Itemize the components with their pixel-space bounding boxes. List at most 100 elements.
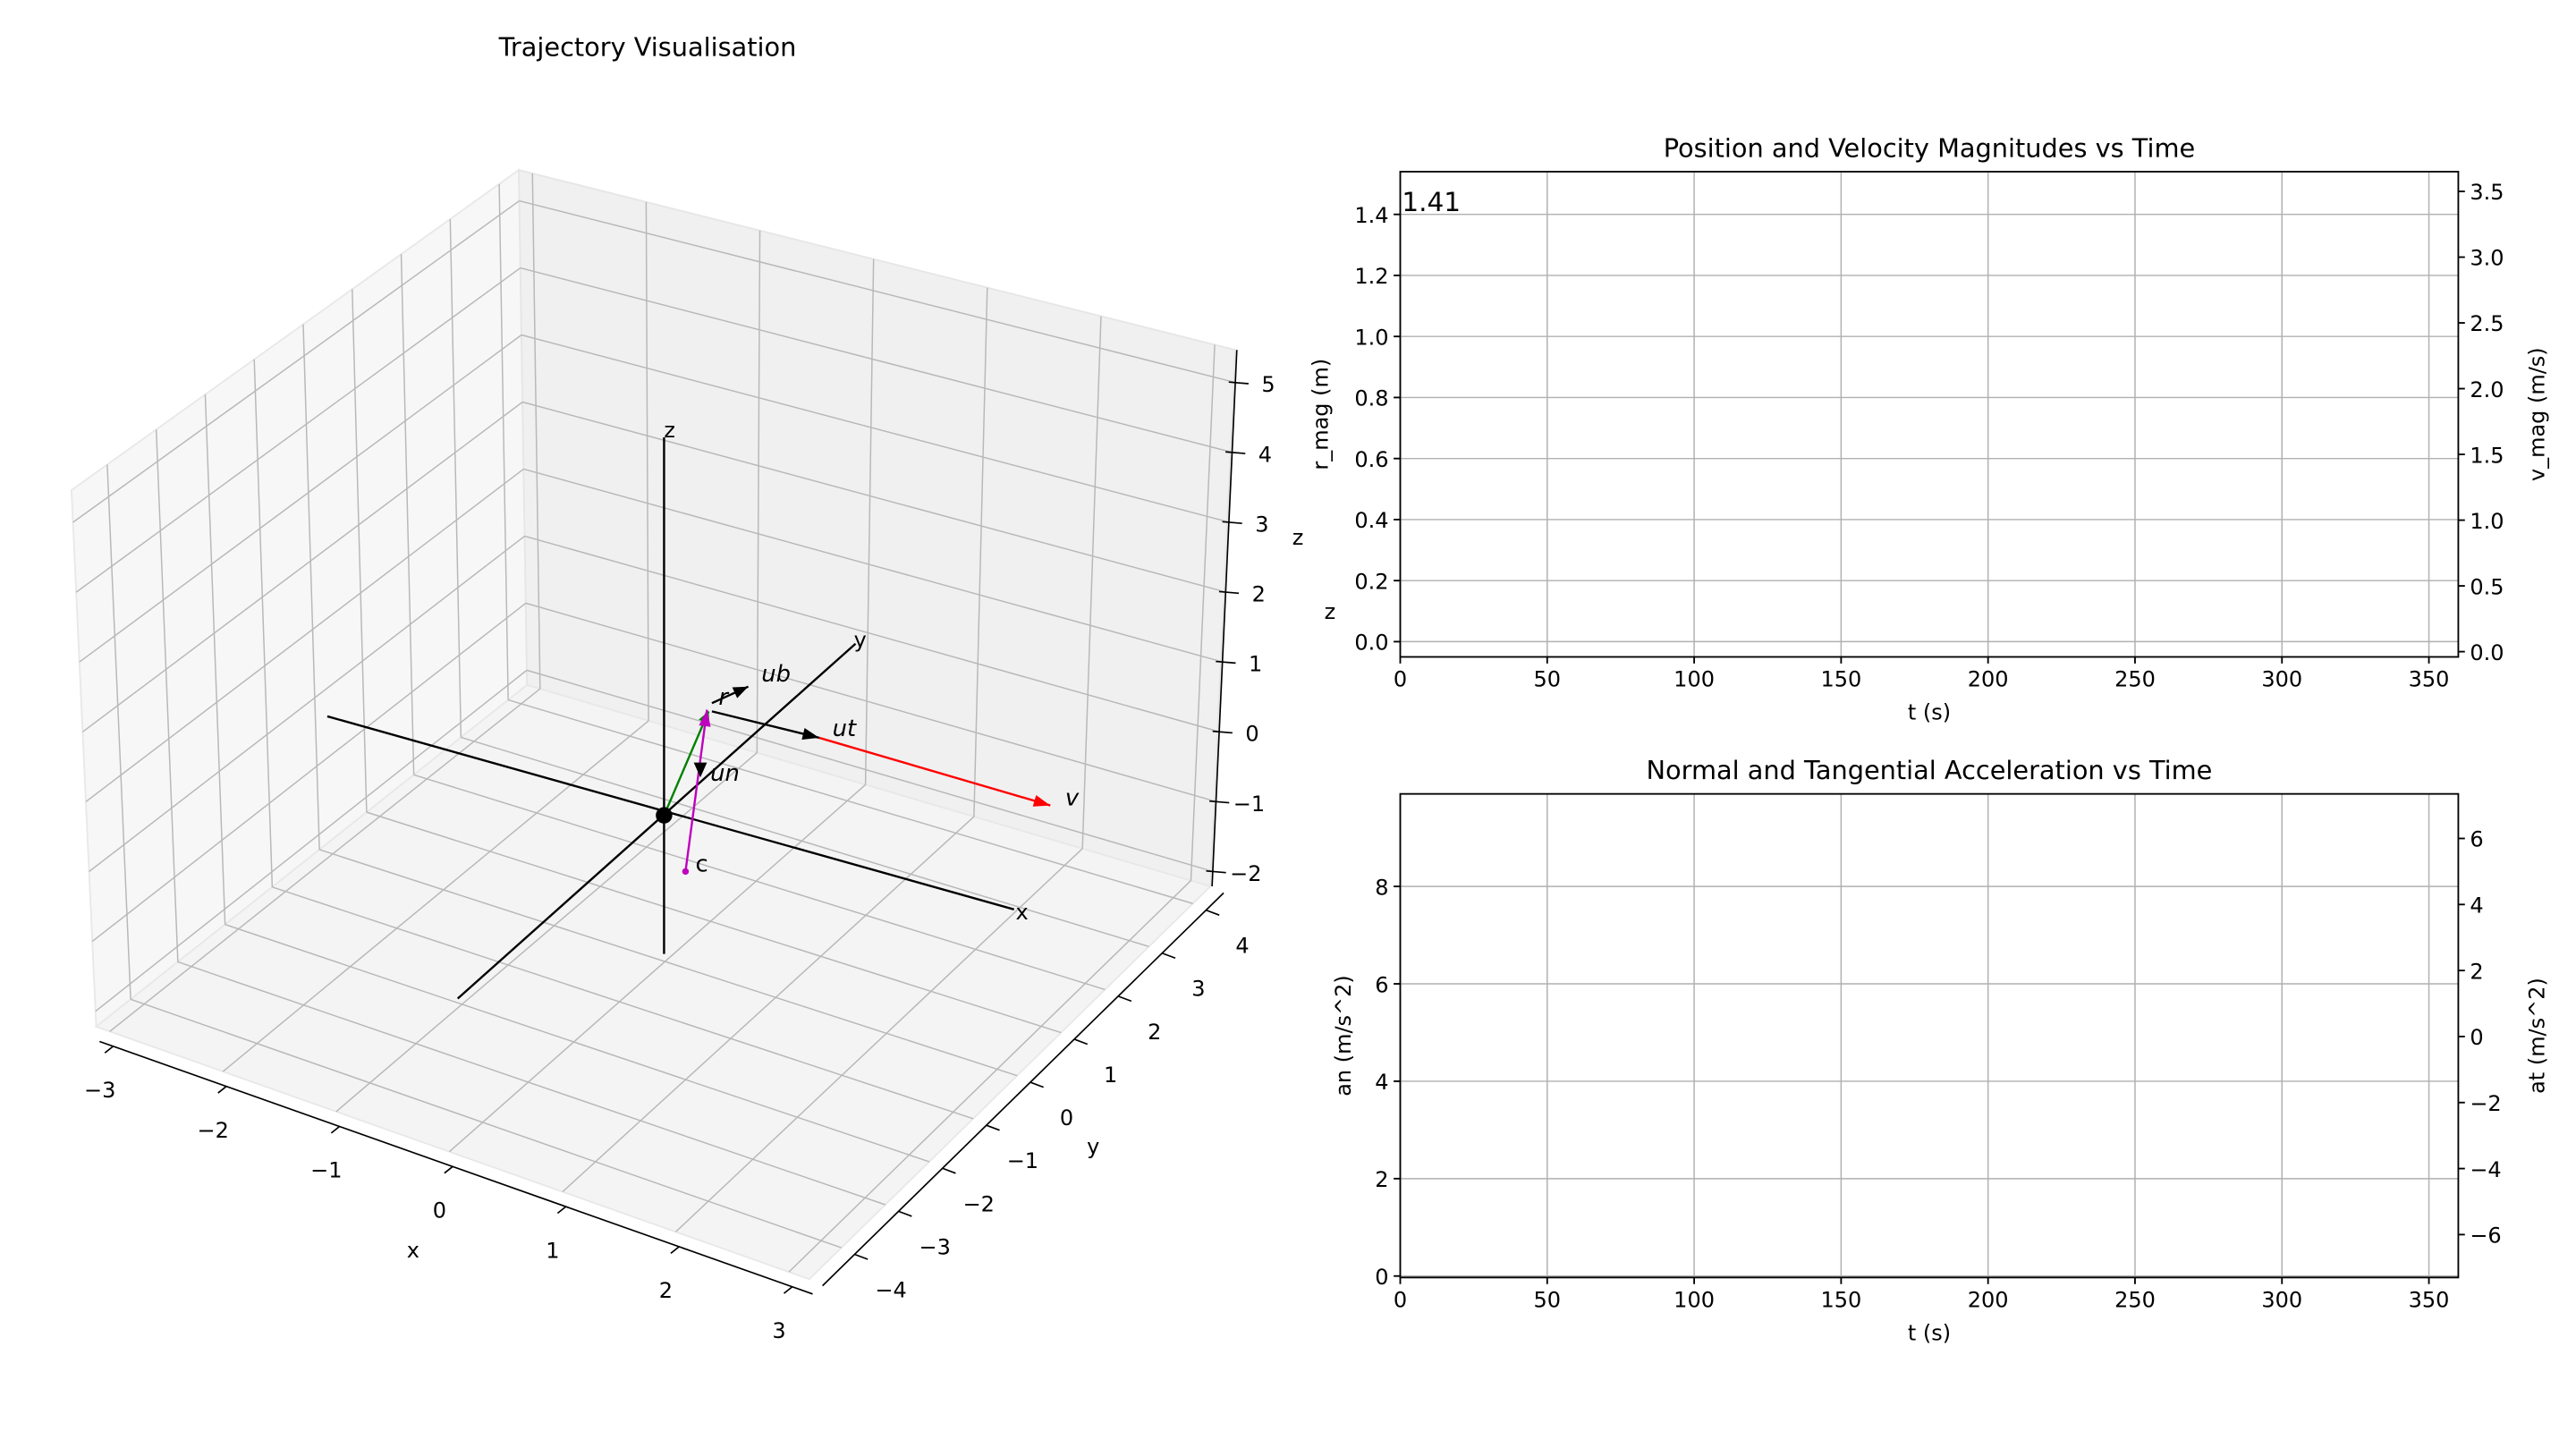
v-label: v [1065,785,1080,812]
y-tick-label: 3 [1191,977,1205,1002]
ref-x-label: x [1016,900,1029,925]
x-tick-label: 350 [2409,1288,2450,1313]
y2-tick-label: 1.0 [2470,509,2504,534]
ut-vector-shaft [711,710,820,740]
x-tick [104,1046,114,1054]
x-tick-label: 0 [433,1198,446,1224]
y2-axis-label: v_mag (m/s) [2524,347,2549,481]
x-axis-label: t (s) [1908,1321,1951,1346]
trajectory-3d-axes: −3 −2 −1 0 1 2 3 x −4 −3 −2 −1 0 1 2 3 4 y −2 −1 0 1 2 3 4 5 z z x y r… [70,168,1303,1343]
x-tick-label: 1 [546,1238,559,1263]
z-tick-label: 5 [1261,372,1275,397]
z-tick-label: 2 [1252,582,1266,607]
z-tick-label: −2 [1230,861,1261,886]
gridline-floor-x [109,688,541,1032]
z-tick [1222,521,1242,525]
y2-tick-label: 0.5 [2470,574,2504,599]
y2-tick-label: 3.0 [2470,246,2504,271]
y2-tick-label: −4 [2470,1157,2501,1182]
x-tick [556,1206,567,1215]
z-tick [1209,800,1230,804]
y-tick-label: 1.2 [1354,264,1388,289]
z-tick-label: 4 [1258,442,1272,467]
z-tick [1225,451,1246,454]
axes-frame [1399,171,2460,658]
z-tick-label: 1 [1249,652,1262,677]
gridline-floor-y [225,923,930,1163]
gridline-back-z [520,267,1231,453]
x-tick-label: 250 [2114,1288,2156,1313]
v-vector-arrowhead [1032,795,1051,807]
x-tick [217,1086,227,1094]
y2-axis-label: at (m/s^2) [2524,978,2549,1094]
z-tick-label: 0 [1245,722,1258,747]
z-tick [1228,381,1249,385]
gridline-left-z [95,669,528,1012]
gridline-left-z [81,401,523,732]
y-axis-label: y [1087,1134,1099,1159]
gridline-back-z [523,468,1222,663]
y-tick-label: 1.0 [1354,325,1388,350]
r-label: r [718,684,729,711]
y-tick-label: 4 [1375,1070,1388,1095]
y2-tick-label: 2.5 [2470,311,2504,336]
gridline-floor-y [272,886,974,1120]
y-tick-label: 0 [1375,1265,1388,1290]
x-tick-label: 300 [2261,667,2302,692]
gridline-floor-y [366,811,1062,1034]
y2-tick-label: 0.0 [2470,640,2504,665]
gridline-floor-x [222,720,649,1072]
gridline-left-z [79,334,522,663]
x-tick-label: 150 [1820,667,1861,692]
gridline-left-z [75,267,521,593]
y2-tick-label: 1.5 [2470,443,2504,468]
x-tick-label: 200 [1968,667,2009,692]
acceleration-chart: 0 50 100 150 200 250 300 350 0 2 4 6 8 −6 −4 −2 0 2 4 6 Norm… [1331,755,2549,1345]
gridline-floor-y [318,849,1018,1077]
ref-y-label: y [854,627,867,652]
y-tick-label: 2 [1148,1020,1161,1045]
gridline-left-z [91,602,527,943]
x-axis-label: t (s) [1908,700,1951,725]
x-tick-label: 50 [1534,667,1562,692]
y-tick [898,1210,912,1217]
y-tick-label: 6 [1375,972,1388,997]
r-vector-shaft [663,710,710,817]
y-tick [986,1124,1000,1131]
x-tick-label: 250 [2114,667,2156,692]
gridline-floor-y [130,998,842,1249]
x-tick-label: 350 [2409,667,2450,692]
z-tick [1218,590,1240,595]
gridline-left-z [72,199,521,523]
gridline-floor-y [177,961,886,1206]
y-tick-label: 0.8 [1354,386,1388,411]
y-axis-line [822,892,1224,1287]
gridline-back-x [1081,316,1102,849]
gridline-floor-x [674,848,1083,1232]
ut-vector-arrowhead [801,728,819,740]
x-tick-label: 0 [1394,1288,1407,1313]
gridline-left-z [89,535,526,873]
ub-label: ub [761,661,791,688]
plot-area [1400,171,2459,657]
gridline-back-z [521,334,1228,523]
c-point [682,868,690,876]
y-tick-label: 0.6 [1354,447,1388,472]
gridline-back-x [1190,344,1216,881]
y-tick-label: 2 [1375,1167,1388,1192]
y-tick [1030,1081,1044,1088]
gridline-floor-y [461,736,1149,948]
y-axis-label: r_mag (m) [1308,359,1333,470]
gridline-back-x [645,201,649,721]
z-tick [1206,869,1226,874]
floor-pane [94,683,1213,1281]
y-tick-label: 0.2 [1354,569,1388,594]
y-tick-label: −3 [919,1234,950,1259]
y-tick-label: 0.0 [1354,631,1388,656]
gridline-back-z [519,199,1234,383]
gridline-back-z [521,401,1224,593]
y-tick-label: −4 [875,1277,906,1302]
gridline-floor-y [413,774,1106,991]
z-tick [1216,660,1236,665]
